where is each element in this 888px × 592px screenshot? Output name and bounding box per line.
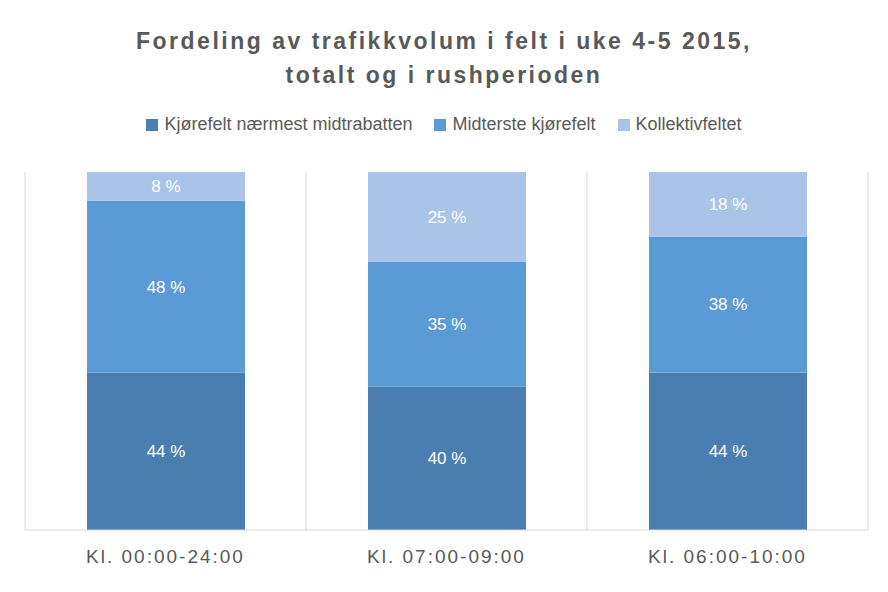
svg-text:18 %: 18 % [709,195,748,214]
svg-text:38 %: 38 % [709,295,748,314]
html-text:Midterste kjørefelt: Midterste kjørefelt [452,114,596,134]
html-text:totalt og i rushperioden: totalt og i rushperioden [285,62,603,88]
html-text:Kollektivfeltet: Kollektivfeltet [635,114,742,134]
svg-text:35 %: 35 % [428,315,467,334]
html-text:Kjørefelt nærmest midtrabatten: Kjørefelt nærmest midtrabatten [164,114,413,134]
svg-text:44 %: 44 % [147,442,186,461]
html-text:Fordeling av trafikkvolum i fe: Fordeling av trafikkvolum i felt i uke 4… [136,28,752,54]
svg-text:Kl. 06:00-10:00: Kl. 06:00-10:00 [648,546,807,567]
svg-text:8 %: 8 % [151,177,180,196]
svg-text:48 %: 48 % [147,278,186,297]
svg-text:Kl. 07:00-09:00: Kl. 07:00-09:00 [367,546,526,567]
svg-text:25 %: 25 % [428,208,467,227]
svg-text:Kl. 00:00-24:00: Kl. 00:00-24:00 [86,546,245,567]
svg-text:40 %: 40 % [428,449,467,468]
svg-text:44 %: 44 % [709,442,748,461]
